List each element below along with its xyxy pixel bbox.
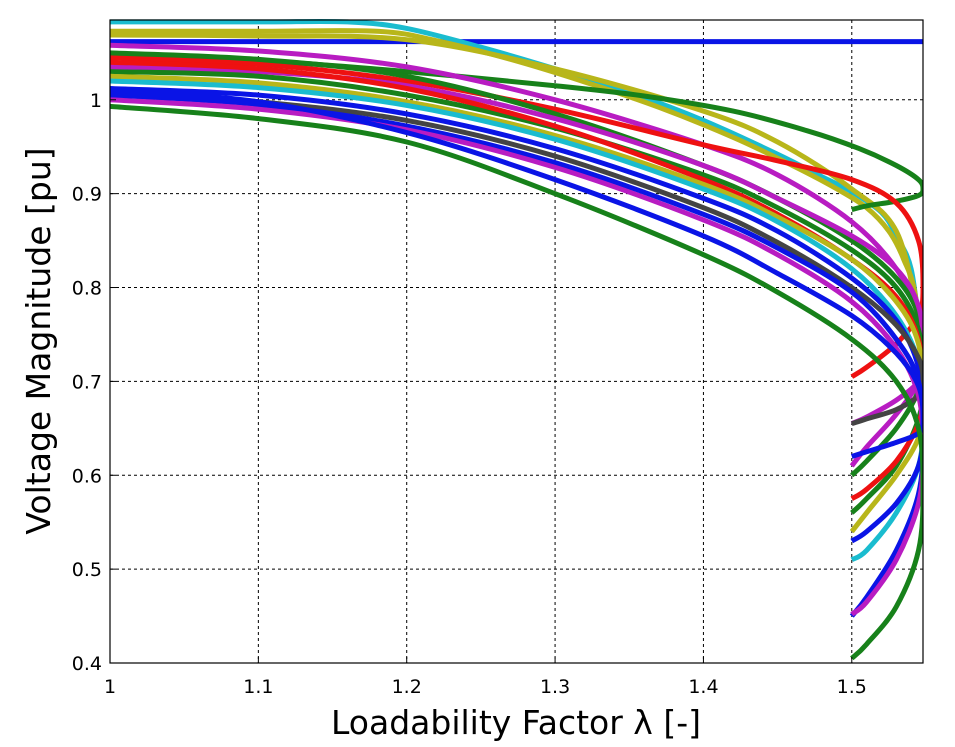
series-line-17 bbox=[110, 87, 923, 459]
x-axis-title: Loadability Factor λ [-] bbox=[331, 703, 701, 742]
grid-lines bbox=[110, 20, 923, 663]
plot-area bbox=[110, 18, 923, 661]
y-tick-label: 0.8 bbox=[72, 278, 102, 300]
x-tick-label: 1.4 bbox=[688, 676, 718, 698]
series-line-18 bbox=[110, 103, 923, 661]
series-line-2 bbox=[110, 28, 923, 382]
x-tick-label: 1.5 bbox=[837, 676, 867, 698]
y-tick-label: 0.7 bbox=[72, 371, 102, 393]
y-axis-title: Voltage Magnitude [pu] bbox=[19, 147, 58, 534]
y-tick-label: 0.4 bbox=[72, 653, 102, 675]
x-tick-label: 1.2 bbox=[392, 676, 422, 698]
x-tick-label: 1.3 bbox=[540, 676, 570, 698]
series-line-11 bbox=[110, 73, 923, 534]
y-tick-label: 0.5 bbox=[72, 559, 102, 581]
y-tick-label: 0.9 bbox=[72, 184, 102, 206]
y-tick-label: 1 bbox=[90, 90, 102, 112]
x-tick-label: 1 bbox=[104, 676, 116, 698]
series-line-13 bbox=[110, 86, 923, 544]
series-line-4 bbox=[110, 52, 923, 213]
y-tick-label: 0.6 bbox=[72, 465, 102, 487]
series-line-6 bbox=[110, 55, 923, 379]
plot-frame bbox=[109, 19, 924, 664]
series-line-15 bbox=[110, 92, 923, 618]
series-line-5 bbox=[110, 42, 923, 426]
x-tick-label: 1.1 bbox=[243, 676, 273, 698]
axis-ticks: 1 1.1 1.2 1.3 1.4 1.5 0.4 0.5 0.6 0.7 0.8 0.9 1 bbox=[72, 90, 867, 698]
